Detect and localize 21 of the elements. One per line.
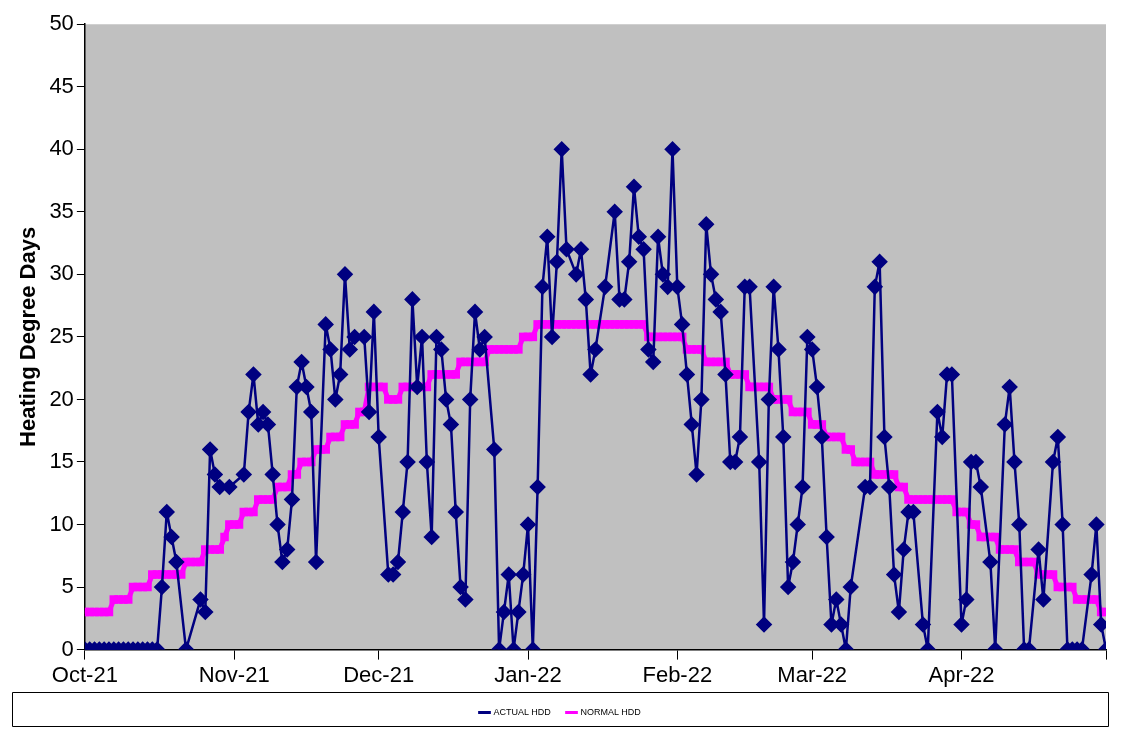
y-tick-label: 20 [49,385,74,411]
x-tick-label: Mar-22 [777,661,848,687]
x-tick-label: Dec-21 [343,661,415,687]
y-tick-label: 10 [49,510,74,536]
x-tick-label: Feb-22 [642,661,713,687]
y-tick-label: 45 [49,72,74,98]
legend-label: NORMAL HDD [580,706,642,717]
y-axis-title: Heating Degree Days [15,226,41,447]
y-tick-label: 0 [61,635,74,661]
x-tick-label: Jan-22 [494,661,562,687]
y-tick-label: 30 [49,260,74,286]
legend-label: ACTUAL HDD [493,706,552,717]
x-tick-label: Oct-21 [51,661,118,687]
y-tick-label: 35 [49,197,74,223]
x-tick-label: Apr-22 [928,661,995,687]
x-tick-label: Nov-21 [198,661,270,687]
y-tick-label: 40 [49,135,74,161]
y-tick-label: 5 [61,573,74,599]
y-tick-label: 25 [49,322,74,348]
y-tick-label: 50 [49,10,74,36]
y-tick-label: 15 [49,448,74,474]
